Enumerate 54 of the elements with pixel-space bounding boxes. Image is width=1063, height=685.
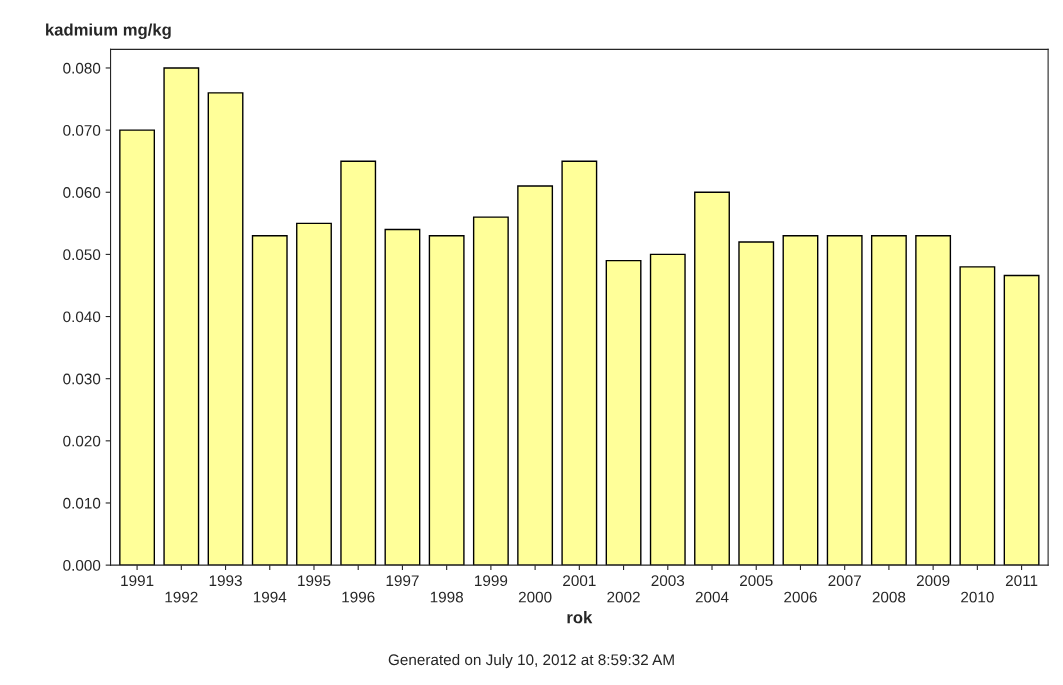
- x-tick-label: 2000: [518, 591, 552, 603]
- bar: [915, 235, 952, 566]
- x-tick-label: 1993: [209, 575, 242, 587]
- y-tick-label: 0.060: [63, 187, 101, 198]
- bar: [1003, 274, 1040, 566]
- y-tick-label: 0.080: [63, 62, 101, 74]
- x-tick-label: 1994: [253, 591, 287, 603]
- x-tick-label: 1995: [298, 575, 331, 587]
- x-tick-label: 2003: [651, 575, 685, 587]
- bar: [207, 92, 244, 566]
- x-axis-title: rok: [567, 611, 593, 624]
- x-tick-label: 2011: [1005, 575, 1038, 587]
- x-tick-label: 2002: [607, 591, 640, 603]
- x-tick-label: 2004: [695, 591, 729, 603]
- x-tick-label: 1996: [342, 591, 375, 603]
- bar: [296, 222, 332, 566]
- bar: [251, 235, 288, 566]
- bar: [561, 160, 598, 566]
- text: Generated on July 10, 2012 at 8:59:32 AM: [388, 653, 674, 669]
- x-tick-label: 2006: [784, 591, 817, 603]
- bar: [517, 185, 554, 566]
- bar: [605, 259, 642, 566]
- bar: [649, 253, 686, 566]
- y-tick-label: 0.040: [63, 311, 101, 323]
- x-tick-label: 1997: [386, 575, 419, 587]
- x-tick-label: 2007: [828, 575, 861, 587]
- x-tick-label: 1998: [430, 591, 463, 603]
- y-tick-label: 0.010: [63, 497, 101, 509]
- bar: [119, 129, 156, 566]
- x-tick-label: 2001: [563, 575, 596, 587]
- y-tick-label: 0.050: [63, 249, 101, 261]
- y-tick-label: 0.030: [63, 373, 101, 385]
- x-tick-label: 2005: [740, 575, 773, 587]
- x-tick-label: 2010: [961, 591, 994, 603]
- y-tick-label: 0.070: [63, 124, 101, 136]
- bar: [694, 191, 730, 566]
- y-tick-label: 0.000: [63, 559, 101, 571]
- bar: [340, 160, 377, 566]
- bar: [384, 228, 421, 566]
- x-tick-label: 1992: [165, 591, 198, 603]
- x-tick-label: 2009: [916, 575, 950, 587]
- bar: [163, 67, 200, 566]
- bar: [738, 241, 775, 566]
- x-tick-label: 1999: [475, 575, 508, 587]
- y-axis-title: kadmium mg/kg: [46, 23, 171, 39]
- y-tick-label: 0.020: [63, 435, 101, 447]
- bar: [826, 235, 863, 566]
- bar: [428, 235, 465, 566]
- bar: [959, 266, 996, 566]
- x-tick-label: 2008: [872, 591, 906, 603]
- x-tick-label: 1991: [121, 575, 154, 587]
- bar: [472, 216, 509, 566]
- bar: [782, 235, 819, 566]
- bar: [870, 235, 907, 566]
